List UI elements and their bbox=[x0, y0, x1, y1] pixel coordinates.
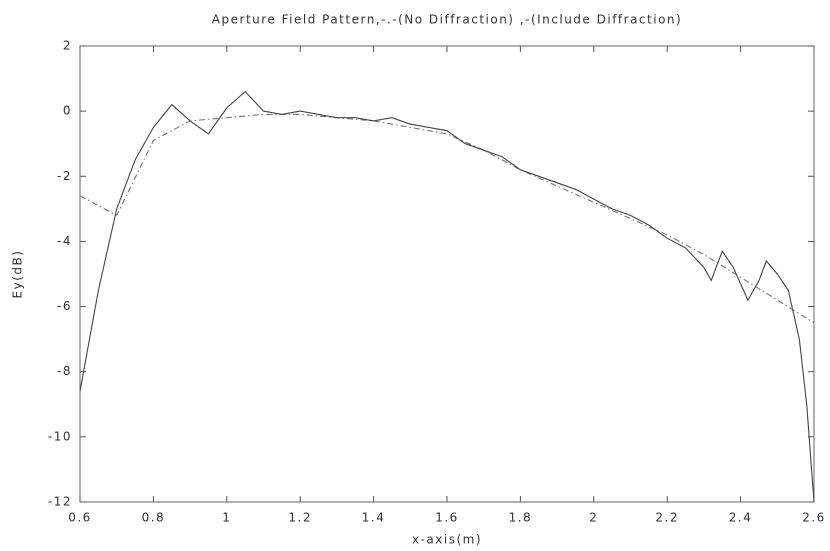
x-tick-label: 1.8 bbox=[509, 511, 533, 525]
x-tick-label: 0.8 bbox=[142, 511, 166, 525]
y-tick-label: -10 bbox=[48, 429, 72, 443]
chart-title: Aperture Field Pattern,-.-(No Diffractio… bbox=[212, 13, 682, 27]
y-tick-label: -6 bbox=[57, 299, 72, 313]
x-tick-label: 2.6 bbox=[802, 511, 826, 525]
y-axis-label: Ey(dB) bbox=[11, 250, 25, 299]
y-tick-label: -2 bbox=[57, 169, 72, 183]
plot-frame bbox=[79, 45, 815, 503]
y-tick-label: -8 bbox=[57, 364, 72, 378]
x-tick-label: 2 bbox=[589, 511, 598, 525]
y-tick-label: -12 bbox=[48, 495, 72, 509]
y-tick-label: 2 bbox=[63, 39, 72, 53]
x-tick-label: 1 bbox=[222, 511, 231, 525]
data-line bbox=[79, 90, 815, 503]
x-tick-label: 0.6 bbox=[68, 511, 92, 525]
x-tick-label: 1.2 bbox=[288, 511, 312, 525]
data-line bbox=[79, 113, 815, 324]
y-tick-label: 0 bbox=[63, 104, 72, 118]
x-tick-label: 2.2 bbox=[655, 511, 679, 525]
y-tick-label: -4 bbox=[57, 234, 72, 248]
x-axis-label: x-axis(m) bbox=[412, 533, 482, 547]
x-tick-label: 2.4 bbox=[729, 511, 753, 525]
x-tick-label: 1.6 bbox=[435, 511, 459, 525]
x-tick-label: 1.4 bbox=[362, 511, 386, 525]
